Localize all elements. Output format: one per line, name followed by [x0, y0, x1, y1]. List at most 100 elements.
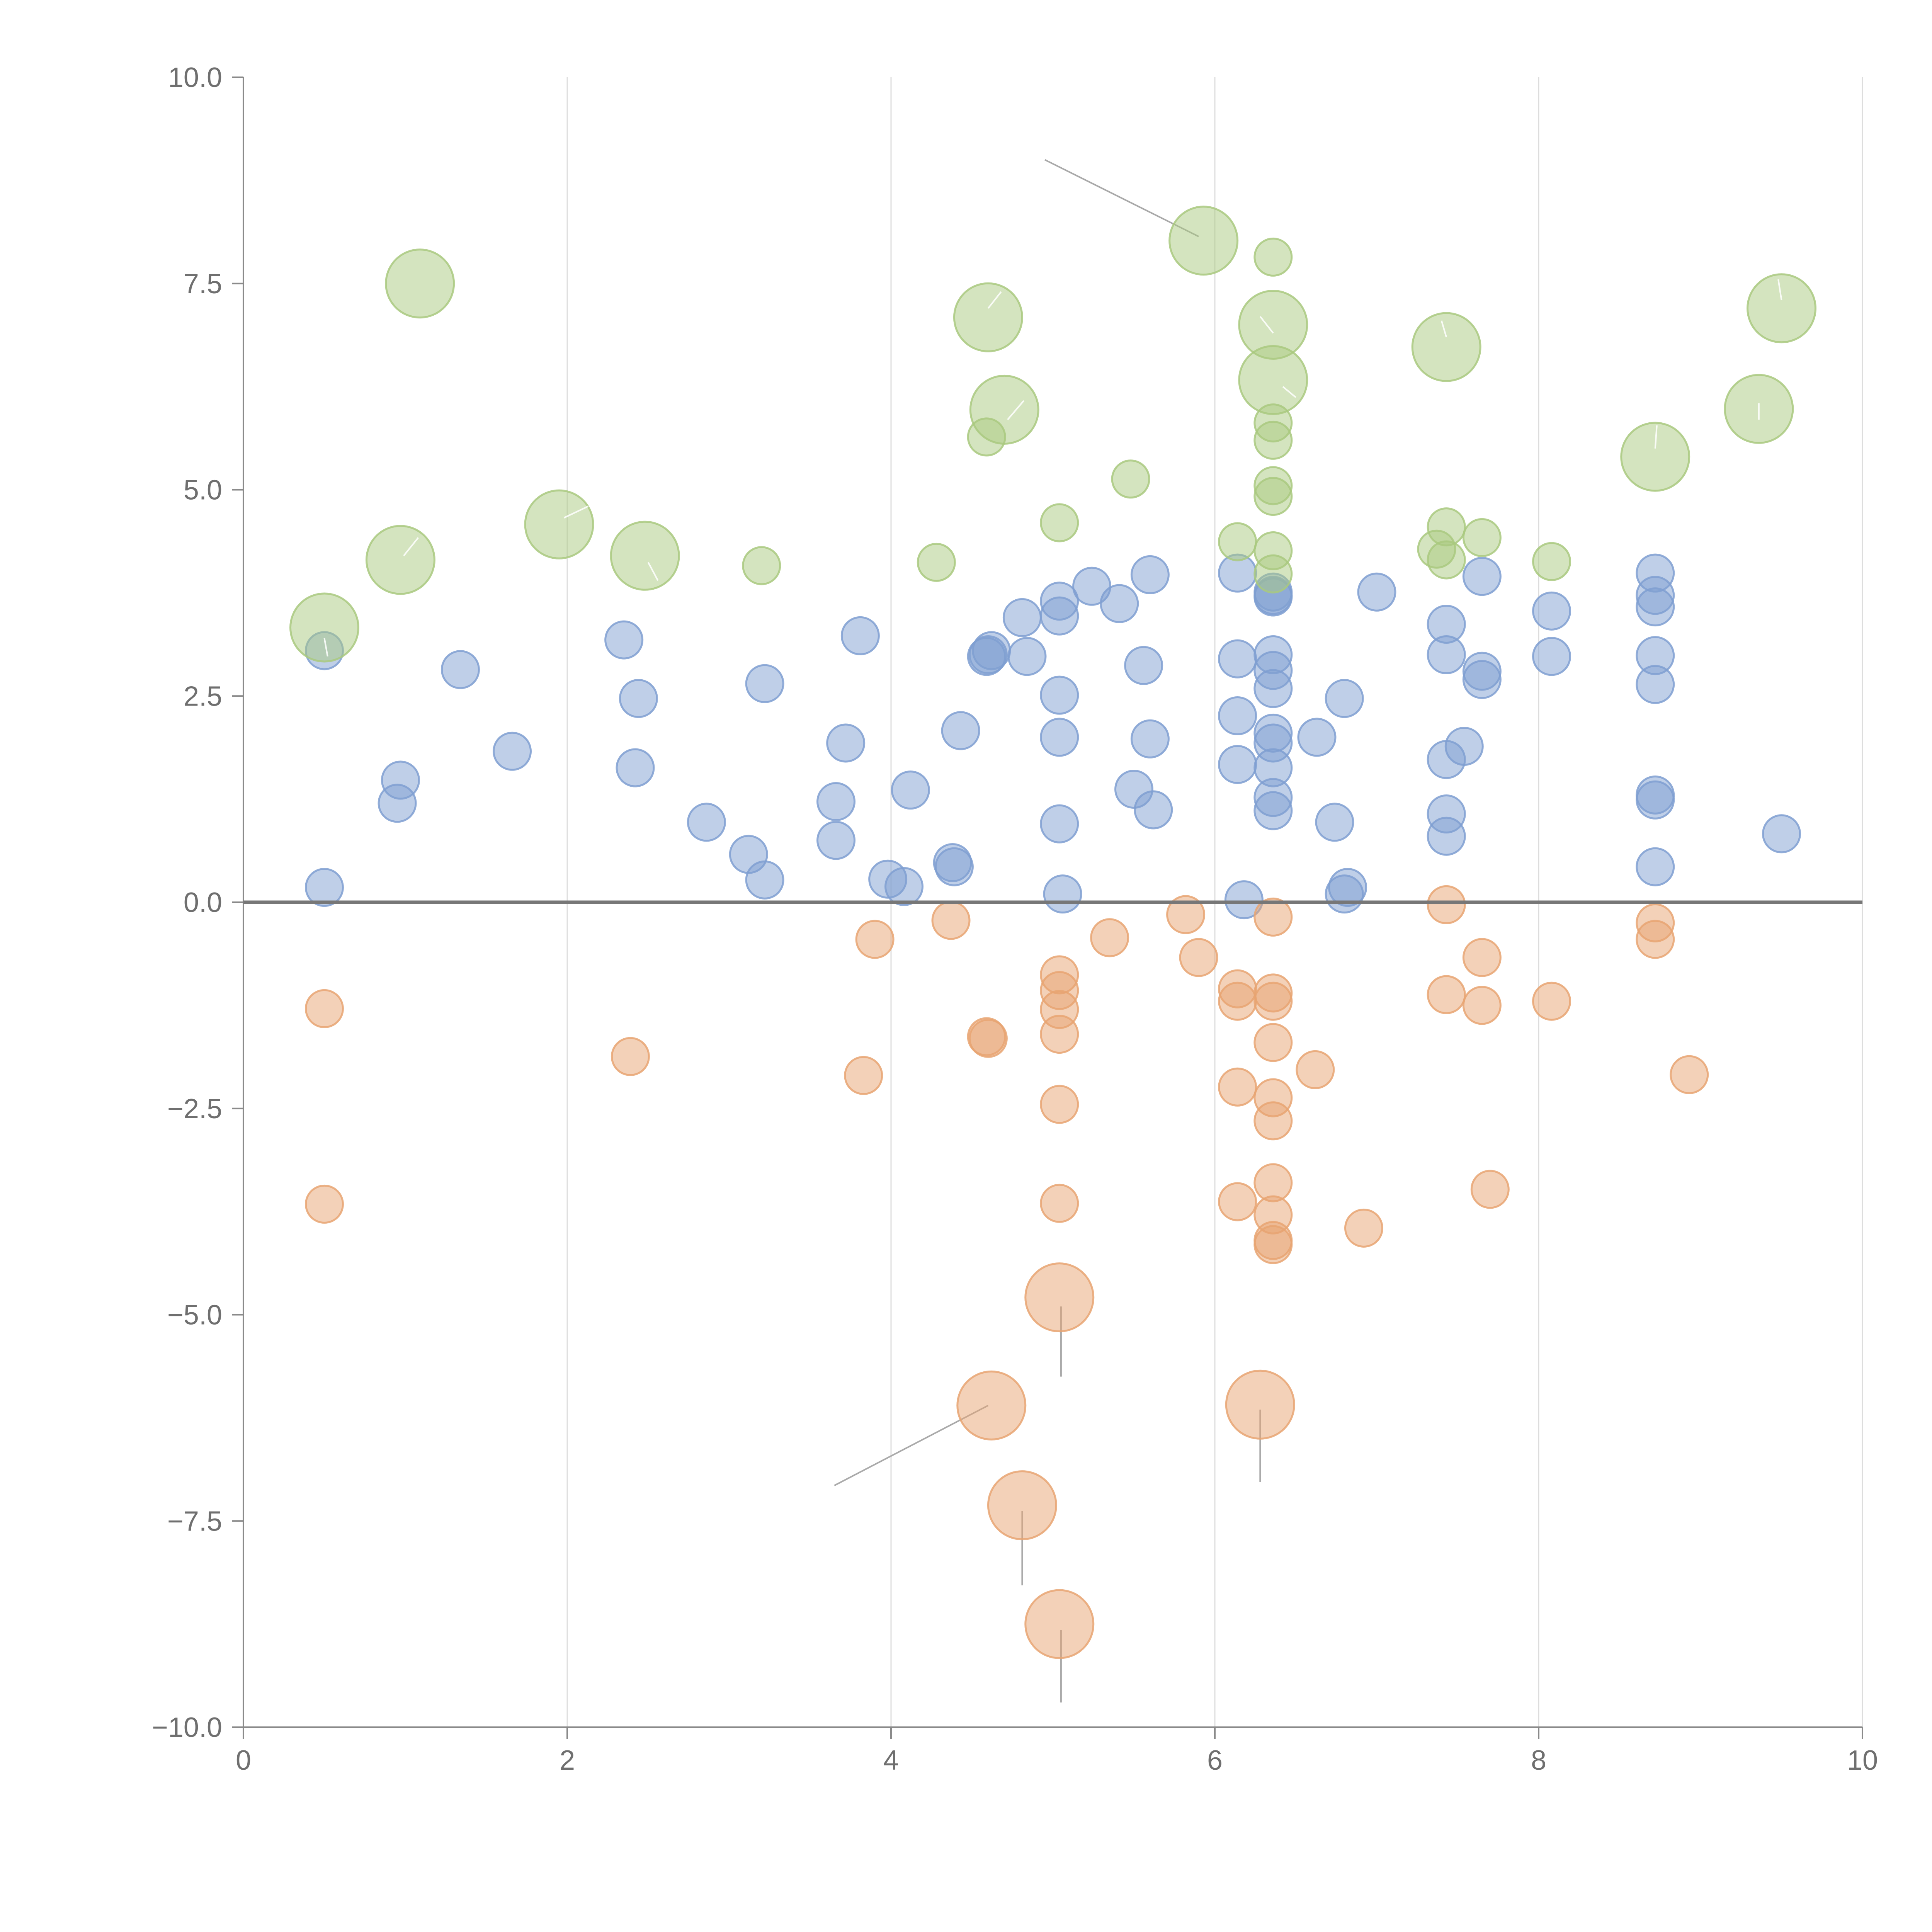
- x-tick-label: 10: [1847, 1745, 1878, 1776]
- negative-outliers-point: [956, 1370, 1027, 1440]
- positive-outliers-point: [1253, 420, 1293, 460]
- negative-small-point: [1462, 986, 1502, 1025]
- positive-outliers-point: [610, 520, 680, 591]
- positive-small-point: [1427, 635, 1466, 674]
- negative-small-point: [1253, 1101, 1293, 1141]
- x-tick-label: 2: [560, 1745, 575, 1776]
- positive-outliers-point: [1168, 206, 1239, 276]
- positive-outliers-point: [1427, 540, 1466, 580]
- positive-small-point: [1636, 587, 1675, 627]
- x-tick-label: 0: [236, 1745, 251, 1776]
- positive-small-point: [1224, 880, 1264, 920]
- y-tick-label: 0.0: [184, 887, 222, 918]
- negative-outliers-point: [987, 1470, 1057, 1541]
- positive-small-point: [884, 867, 924, 906]
- positive-small-point: [1218, 745, 1257, 784]
- positive-small-point: [934, 847, 974, 886]
- negative-outliers-point: [1225, 1369, 1295, 1440]
- positive-small-point: [745, 860, 784, 900]
- y-tick-label: −2.5: [167, 1094, 222, 1124]
- negative-small-point: [1670, 1055, 1709, 1094]
- positive-small-point: [619, 679, 658, 718]
- positive-small-point: [891, 770, 930, 810]
- negative-small-point: [1179, 938, 1218, 977]
- positive-small-point: [1636, 847, 1675, 886]
- positive-small-point: [1043, 874, 1082, 914]
- negative-small-point: [1427, 975, 1466, 1014]
- positive-small-point: [1218, 639, 1257, 679]
- label-stroke-6: [1282, 386, 1296, 398]
- positive-small-point: [305, 868, 344, 907]
- positive-small-point: [826, 723, 866, 763]
- positive-small-point: [1040, 675, 1079, 715]
- negative-small-point: [855, 920, 895, 959]
- positive-small-point: [1100, 584, 1139, 623]
- negative-outliers-point: [1024, 1589, 1095, 1659]
- negative-small-point: [1253, 1225, 1293, 1264]
- positive-outliers-point: [953, 282, 1023, 352]
- positive-outliers-point: [969, 374, 1039, 445]
- label-stroke-11: [323, 638, 328, 657]
- positive-outliers-point: [1253, 554, 1293, 594]
- positive-small-point: [1444, 726, 1484, 766]
- positive-outliers-point: [524, 489, 594, 560]
- positive-small-point: [1532, 637, 1571, 676]
- y-tick-label: 2.5: [184, 681, 222, 712]
- positive-outliers-point: [1427, 507, 1466, 547]
- negative-small-point: [1296, 1050, 1335, 1089]
- negative-small-point: [1462, 938, 1502, 977]
- positive-small-point: [941, 711, 980, 750]
- positive-outliers-point: [365, 525, 435, 595]
- negative-small-point: [611, 1037, 650, 1076]
- label-stroke-5: [1259, 316, 1274, 334]
- positive-outliers-point: [1462, 518, 1502, 557]
- negative-small-point: [1427, 885, 1466, 924]
- negative-small-point: [968, 1019, 1008, 1058]
- positive-small-point: [1762, 814, 1801, 854]
- positive-small-point: [1357, 572, 1396, 612]
- positive-small-point: [1134, 790, 1173, 830]
- x-tick-label: 8: [1531, 1745, 1546, 1776]
- negative-small-point: [1532, 981, 1571, 1021]
- positive-small-point: [604, 620, 644, 660]
- positive-small-point: [1218, 696, 1257, 735]
- positive-small-point: [1253, 669, 1293, 708]
- positive-small-point: [816, 821, 856, 860]
- positive-outliers-point: [1218, 522, 1257, 561]
- positive-outliers-point: [1411, 312, 1481, 382]
- negative-small-point: [1040, 1015, 1079, 1054]
- positive-small-point: [1315, 803, 1354, 842]
- label-stroke-4: [1007, 400, 1025, 420]
- label-stroke-10: [1777, 279, 1782, 300]
- positive-small-point: [840, 616, 880, 655]
- positive-outliers-point: [1532, 542, 1571, 581]
- positive-small-point: [440, 650, 480, 689]
- positive-small-point: [1040, 718, 1079, 757]
- positive-outliers-point: [1111, 459, 1150, 499]
- y-tick-label: 7.5: [184, 269, 222, 299]
- positive-small-point: [1040, 596, 1079, 636]
- positive-outliers-point: [1040, 503, 1079, 543]
- positive-small-point: [1253, 791, 1293, 830]
- negative-small-point: [1166, 895, 1206, 934]
- positive-small-point: [1325, 679, 1364, 718]
- positive-small-point: [1636, 665, 1675, 704]
- positive-small-point: [816, 782, 856, 821]
- label-stroke-7: [1440, 320, 1447, 338]
- positive-small-point: [687, 803, 726, 842]
- positive-outliers-point: [385, 248, 455, 319]
- tick-label-layer: 10.0 7.5 5.0 2.5 0.0 −2.5 −5.0 −7.5 −10.0 0 2 4 6 8 10: [152, 62, 1878, 1776]
- positive-small-point: [1130, 555, 1170, 594]
- negative-small-point: [931, 901, 971, 940]
- negative-small-point: [305, 989, 344, 1028]
- positive-small-point: [378, 784, 417, 823]
- positive-outliers-point: [917, 543, 956, 582]
- label-stroke-2: [647, 562, 659, 581]
- y-tick-label: −7.5: [167, 1506, 222, 1537]
- positive-outliers-point: [1747, 273, 1816, 344]
- y-tick-label: 5.0: [184, 475, 222, 506]
- negative-small-point: [1040, 1184, 1079, 1223]
- negative-small-point: [1090, 918, 1129, 957]
